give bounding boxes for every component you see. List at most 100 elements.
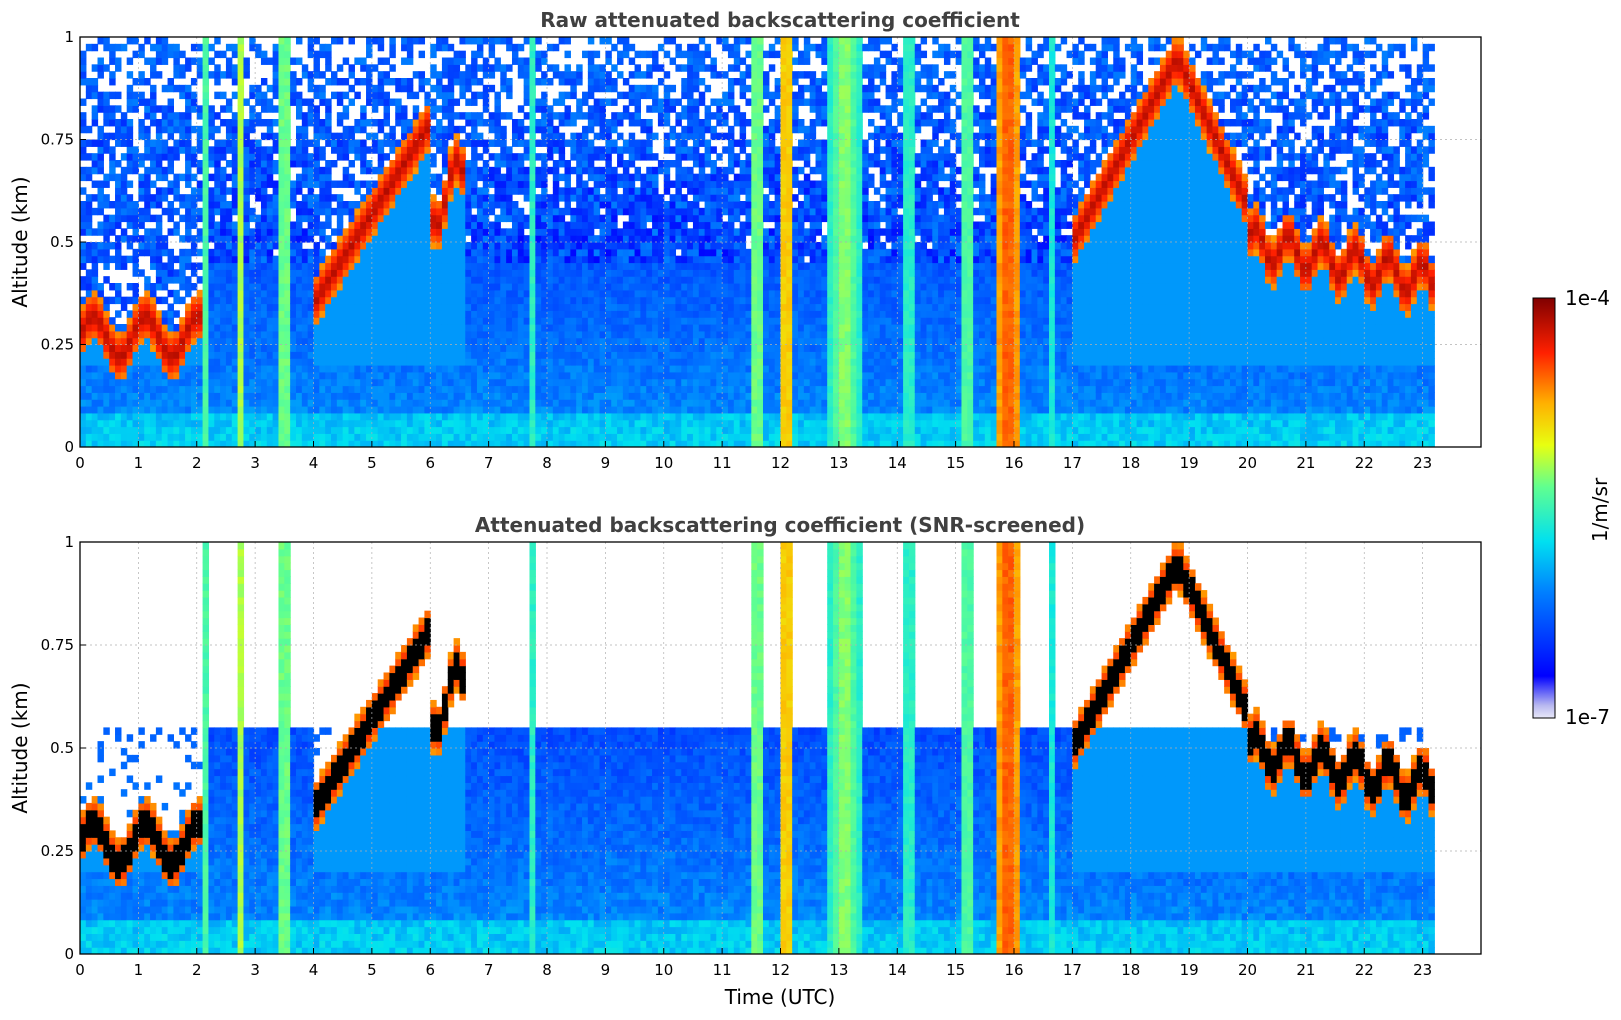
heatmap-cell	[85, 310, 93, 318]
heatmap-cell	[377, 235, 385, 243]
heatmap-cell	[377, 406, 385, 414]
heatmap-cell	[360, 201, 367, 209]
heatmap-cell	[173, 344, 180, 352]
heatmap-cell	[126, 358, 134, 366]
heatmap-cell	[447, 235, 455, 243]
heatmap-cell	[494, 289, 501, 298]
heatmap-cell	[570, 378, 577, 387]
heatmap-cell	[342, 146, 350, 154]
heatmap-cell	[342, 337, 350, 346]
heatmap-cell	[255, 43, 262, 52]
heatmap-cell	[605, 119, 612, 127]
heatmap-cell	[476, 255, 484, 264]
heatmap-cell	[313, 125, 320, 134]
heatmap-cell	[488, 283, 496, 291]
heatmap-cell	[640, 440, 647, 447]
heatmap-cell	[284, 276, 291, 284]
heatmap-cell	[500, 78, 507, 86]
heatmap-cell	[453, 242, 461, 250]
heatmap-cell	[179, 91, 186, 100]
heatmap-cell	[465, 262, 472, 270]
heatmap-cell	[190, 160, 198, 168]
heatmap-cell	[377, 392, 385, 400]
heatmap-cell	[547, 146, 554, 154]
heatmap-cell	[576, 98, 583, 106]
heatmap-cell	[646, 303, 653, 311]
heatmap-cell	[278, 43, 285, 52]
heatmap-cell	[91, 180, 99, 188]
heatmap-cell	[231, 201, 239, 209]
heatmap-cell	[301, 426, 309, 434]
heatmap-cell	[80, 112, 87, 120]
heatmap-cell	[284, 289, 291, 298]
heatmap-cell	[272, 71, 280, 79]
heatmap-cell	[301, 433, 309, 441]
heatmap-cell	[541, 303, 548, 311]
heatmap-cell	[331, 91, 338, 100]
heatmap-cell	[348, 207, 355, 216]
heatmap-cell	[167, 303, 174, 311]
heatmap-cell	[506, 269, 513, 277]
heatmap-cell	[576, 344, 583, 352]
heatmap-cell	[208, 440, 215, 447]
heatmap-cell	[319, 228, 326, 236]
heatmap-cell	[196, 399, 204, 407]
heatmap-cell	[488, 399, 496, 407]
heatmap-cell	[85, 303, 93, 311]
heatmap-cell	[290, 71, 297, 79]
heatmap-cell	[383, 153, 390, 161]
heatmap-cell	[225, 228, 233, 236]
heatmap-cell	[202, 221, 210, 229]
heatmap-cell	[424, 303, 431, 311]
heatmap-cell	[406, 207, 414, 216]
heatmap-cell	[255, 248, 262, 257]
heatmap-cell	[506, 296, 513, 305]
heatmap-cell	[319, 98, 326, 106]
heatmap-cell	[144, 57, 151, 65]
heatmap-cell	[360, 207, 367, 216]
heatmap-cell	[605, 125, 612, 134]
heatmap-cell	[249, 283, 256, 291]
heatmap-cell	[179, 324, 186, 332]
heatmap-cell	[541, 57, 548, 65]
heatmap-cell	[482, 84, 490, 93]
heatmap-cell	[570, 146, 577, 154]
heatmap-cell	[266, 269, 274, 277]
heatmap-cell	[331, 180, 338, 188]
heatmap-cell	[482, 201, 490, 209]
heatmap-cell	[459, 214, 466, 223]
heatmap-cell	[558, 269, 566, 277]
heatmap-cell	[389, 378, 396, 387]
heatmap-cell	[476, 262, 484, 270]
heatmap-cell	[231, 180, 239, 188]
heatmap-cell	[231, 207, 239, 216]
heatmap-cell	[208, 132, 215, 141]
heatmap-cell	[295, 419, 303, 428]
heatmap-cell	[290, 242, 297, 250]
heatmap-cell	[441, 310, 449, 318]
heatmap-cell	[138, 392, 145, 400]
heatmap-cell	[564, 371, 571, 380]
heatmap-cell	[628, 71, 636, 79]
heatmap-cell	[190, 262, 198, 270]
heatmap-cell	[611, 248, 618, 257]
heatmap-cell	[453, 317, 461, 325]
heatmap-cell	[220, 207, 227, 216]
heatmap-cell	[150, 365, 157, 373]
heatmap-cell	[249, 105, 256, 113]
heatmap-cell	[441, 166, 449, 175]
heatmap-cell	[482, 166, 490, 175]
heatmap-cell	[582, 296, 589, 305]
heatmap-cell	[331, 351, 338, 359]
heatmap-cell	[547, 365, 554, 373]
heatmap-cell	[161, 433, 169, 441]
heatmap-cell	[471, 262, 478, 270]
heatmap-cell	[255, 228, 262, 236]
heatmap-cell	[325, 317, 332, 325]
heatmap-cell	[249, 255, 256, 264]
heatmap-cell	[301, 214, 309, 223]
heatmap-cell	[617, 317, 624, 325]
heatmap-cell	[459, 283, 466, 291]
heatmap-cell	[255, 289, 262, 298]
heatmap-cell	[301, 399, 309, 407]
